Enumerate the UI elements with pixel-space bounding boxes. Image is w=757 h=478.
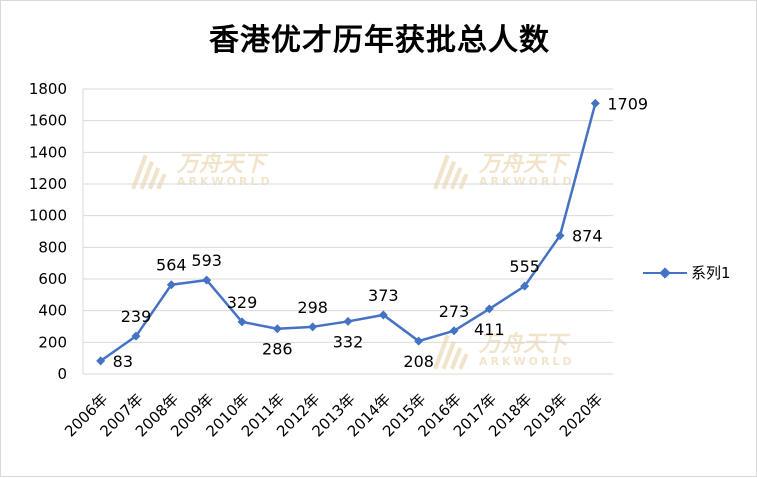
y-tick-label: 1800 — [29, 80, 67, 98]
data-label: 593 — [191, 251, 222, 270]
data-label: 273 — [439, 302, 470, 321]
legend-label: 系列1 — [691, 264, 731, 282]
data-label: 298 — [297, 298, 328, 317]
data-point — [237, 317, 247, 327]
data-label: 332 — [333, 332, 364, 351]
data-label: 329 — [227, 293, 258, 312]
legend-swatch — [643, 265, 687, 281]
legend: 系列1 — [643, 262, 731, 283]
data-label: 286 — [262, 340, 293, 359]
data-label: 373 — [368, 286, 399, 305]
data-label: 83 — [113, 352, 133, 371]
data-point — [131, 331, 141, 341]
data-point — [590, 98, 600, 108]
y-tick-label: 800 — [38, 238, 67, 256]
data-point — [202, 275, 212, 285]
data-label: 555 — [509, 257, 540, 276]
data-point — [555, 231, 565, 241]
data-point — [308, 322, 318, 332]
data-point — [343, 316, 353, 326]
data-point — [414, 336, 424, 346]
data-label: 208 — [403, 352, 434, 371]
y-tick-label: 1600 — [29, 112, 67, 130]
data-point — [378, 310, 388, 320]
data-label: 874 — [572, 227, 603, 246]
data-point — [449, 326, 459, 336]
y-tick-label: 1200 — [29, 175, 67, 193]
y-tick-label: 1000 — [29, 207, 67, 225]
data-point — [484, 304, 494, 314]
y-tick-label: 200 — [38, 333, 67, 351]
chart-title: 香港优才历年获批总人数 — [209, 23, 550, 58]
data-label: 411 — [474, 320, 505, 339]
data-point — [166, 280, 176, 290]
data-point — [96, 356, 106, 366]
y-tick-label: 0 — [57, 365, 67, 383]
data-point — [272, 324, 282, 334]
data-label: 239 — [121, 307, 152, 326]
data-label: 564 — [156, 256, 187, 275]
y-tick-label: 400 — [38, 302, 67, 320]
y-tick-label: 1400 — [29, 143, 67, 161]
y-tick-label: 600 — [38, 270, 67, 288]
data-label: 1709 — [607, 94, 648, 113]
data-point — [520, 281, 530, 291]
